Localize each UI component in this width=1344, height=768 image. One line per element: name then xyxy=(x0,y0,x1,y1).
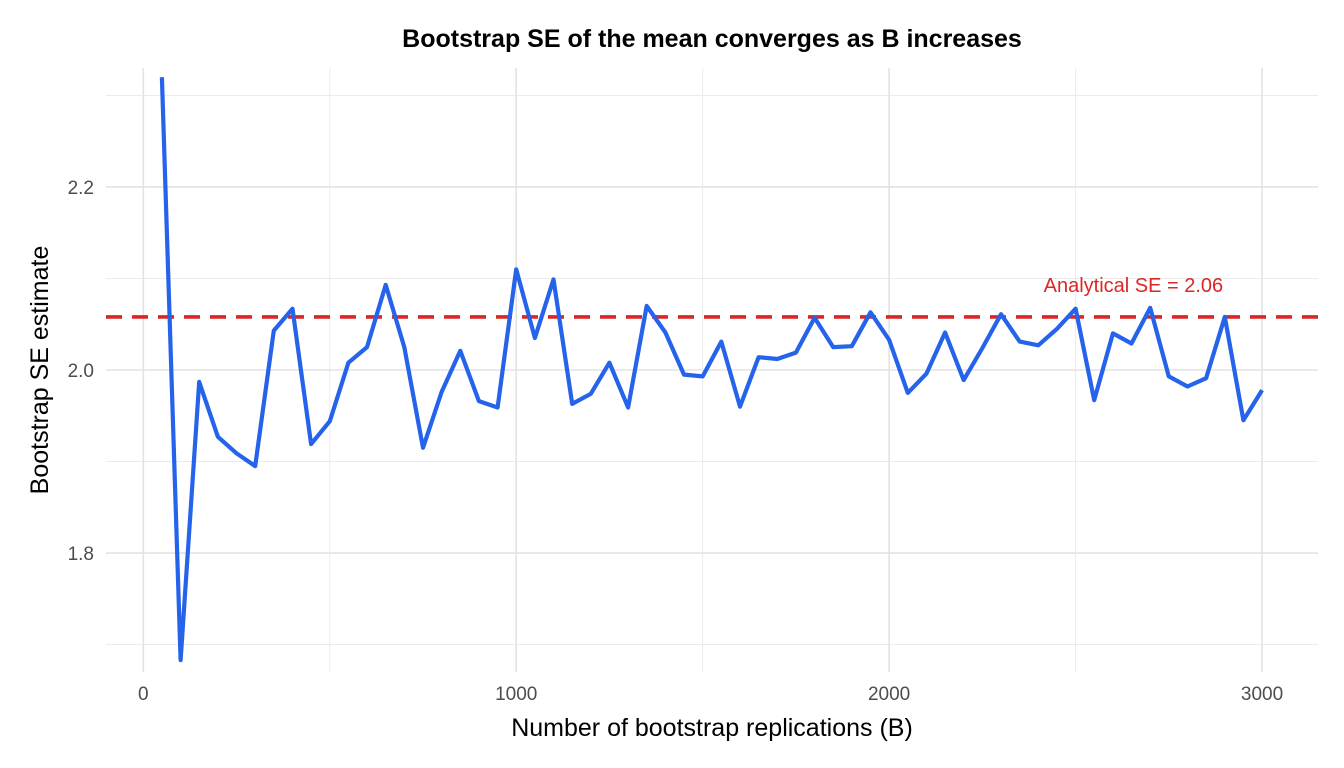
chart-title: Bootstrap SE of the mean converges as B … xyxy=(402,25,1022,53)
y-axis-ticks: 1.8 2.0 2.2 xyxy=(68,178,94,565)
x-tick-label: 0 xyxy=(138,684,149,705)
series-layer xyxy=(159,77,1264,663)
y-tick-label: 1.8 xyxy=(68,544,94,565)
x-axis-title: Number of bootstrap replications (B) xyxy=(511,714,913,742)
x-tick-label: 2000 xyxy=(868,684,910,705)
x-tick-label: 1000 xyxy=(495,684,537,705)
x-tick-label: 3000 xyxy=(1241,684,1283,705)
y-tick-label: 2.0 xyxy=(68,361,94,382)
series-line-1 xyxy=(159,77,1264,663)
y-axis-title: Bootstrap SE estimate xyxy=(26,246,54,495)
x-axis-ticks: 0 1000 2000 3000 xyxy=(138,684,1283,705)
y-tick-label: 2.2 xyxy=(68,178,94,199)
reference-line-label: Analytical SE = 2.06 xyxy=(1044,275,1224,297)
grid-major xyxy=(106,68,1318,672)
reference-line-layer: Analytical SE = 2.06 xyxy=(106,275,1318,319)
grid-minor xyxy=(106,68,1318,672)
